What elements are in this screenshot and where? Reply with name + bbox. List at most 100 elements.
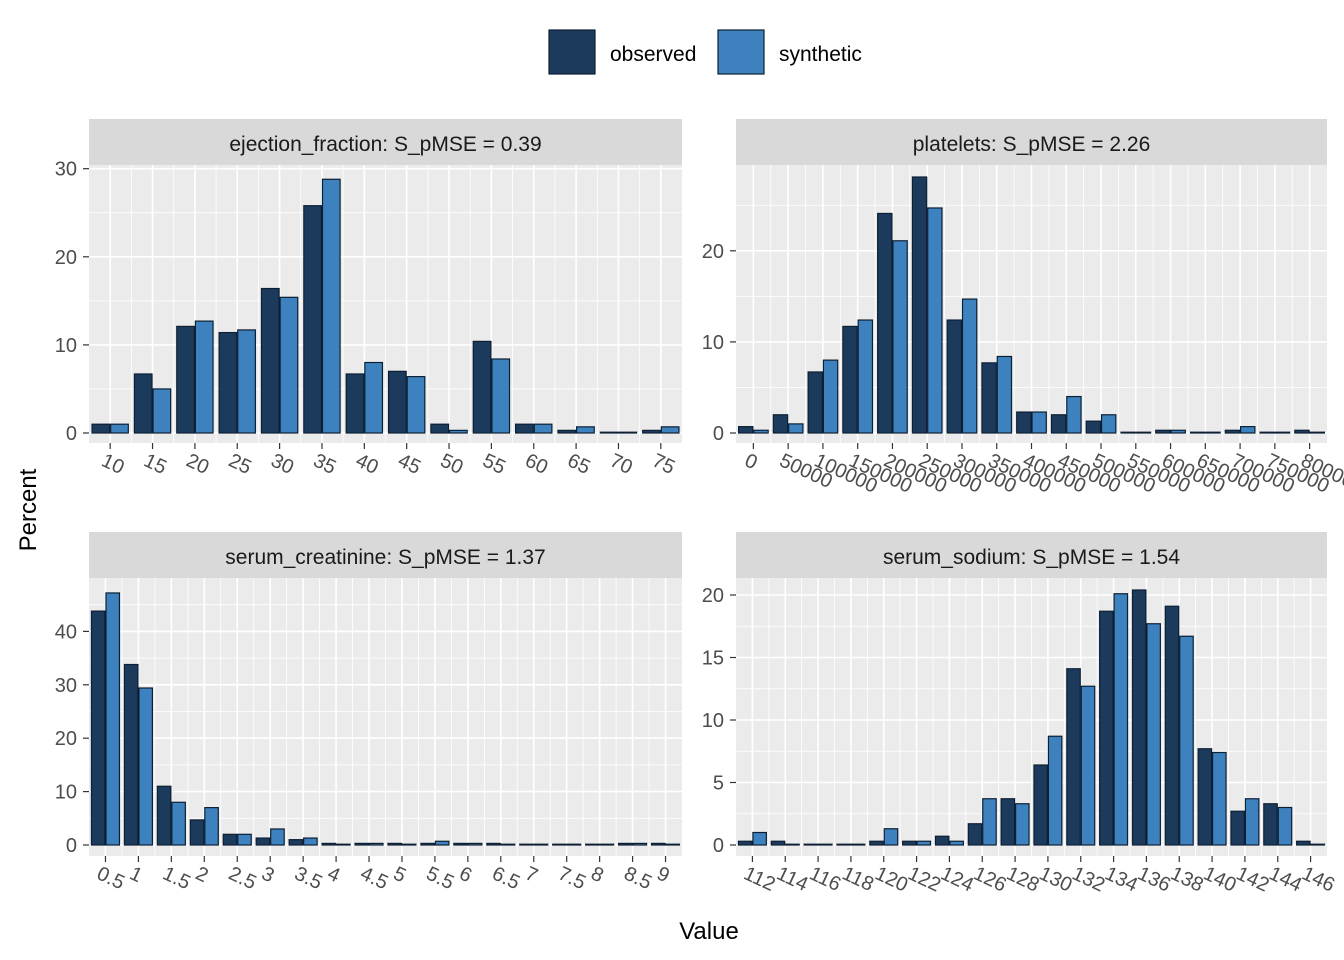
bar-observed-1	[123, 663, 139, 846]
x-tick-label: 8	[588, 863, 607, 888]
bar-synthetic-140	[1211, 751, 1227, 846]
x-tick-label: 116	[806, 863, 844, 896]
y-tick-label: 20	[702, 241, 724, 263]
facet-panel-3: serum_creatinine: S_pMSE = 1.37010203040…	[55, 532, 682, 894]
facet-panel-1: ejection_fraction: S_pMSE = 0.39 0 10 20 30 1…	[55, 119, 682, 479]
bar-observed-136	[1131, 589, 1147, 846]
bar-observed-100000	[807, 371, 824, 434]
x-axis-title: Value	[679, 918, 739, 945]
x-tick-label: 25	[225, 450, 254, 479]
bar-synthetic-75	[660, 426, 680, 434]
bar-observed-2.5	[222, 833, 238, 846]
bar-synthetic-120	[883, 828, 899, 846]
bar-observed-142	[1230, 810, 1246, 846]
y-tick-label: 0	[713, 423, 724, 445]
bar-synthetic-136	[1146, 623, 1161, 846]
bar-observed-140	[1197, 748, 1213, 846]
x-tick-label: 1	[126, 863, 145, 888]
x-tick-label: 0	[741, 450, 760, 475]
bar-synthetic-8	[599, 843, 615, 846]
x-tick-label: 146	[1298, 863, 1338, 897]
bar-observed-120	[869, 840, 884, 846]
bar-synthetic-112	[752, 831, 767, 846]
bar-observed-3	[255, 837, 271, 846]
x-tick-label: 45	[395, 450, 424, 479]
bar-observed-800000	[1294, 429, 1310, 434]
bar-observed-134	[1099, 610, 1114, 846]
bar-observed-0.5	[90, 610, 106, 846]
bar-observed-9	[650, 842, 666, 846]
bar-synthetic-15	[152, 388, 172, 434]
bar-synthetic-8.5	[632, 842, 648, 846]
facet-strip	[736, 532, 1327, 578]
bar-observed-200000	[877, 212, 893, 434]
bar-observed-112	[737, 840, 753, 846]
bar-observed-350000	[981, 362, 997, 434]
bar-synthetic-0	[753, 429, 769, 434]
bar-observed-5	[387, 842, 403, 846]
y-tick-label: 10	[702, 710, 724, 732]
legend-key-synthetic	[717, 29, 765, 75]
bar-observed-700000	[1224, 429, 1241, 434]
bar-observed-50	[430, 423, 450, 434]
bar-synthetic-40	[364, 361, 384, 434]
bar-observed-40	[345, 373, 365, 434]
bar-synthetic-138	[1179, 635, 1194, 846]
x-tick-label: 9	[653, 863, 672, 888]
x-tick-label: 15	[140, 450, 169, 479]
bar-observed-50000	[772, 414, 789, 434]
bar-synthetic-800000	[1309, 431, 1326, 434]
bar-synthetic-10	[110, 423, 129, 434]
bar-synthetic-146	[1310, 843, 1326, 846]
x-tick-label: 40	[352, 450, 381, 479]
x-tick-label: 7.5	[555, 863, 590, 895]
bar-synthetic-60	[533, 423, 553, 434]
bar-observed-114	[770, 840, 786, 846]
bar-observed-10	[91, 423, 111, 434]
facet-panel-4: serum_sodium: S_pMSE = 1.540510152011211…	[702, 532, 1338, 897]
y-tick-label: 0	[66, 423, 77, 445]
x-tick-label: 112	[740, 863, 778, 896]
facet-strip	[89, 119, 682, 165]
bar-observed-132	[1066, 668, 1081, 846]
y-tick-label: 40	[55, 621, 77, 643]
y-tick-label: 30	[55, 675, 77, 697]
y-tick-label: 0	[66, 835, 77, 857]
bar-synthetic-45	[406, 376, 426, 434]
x-tick-label: 114	[773, 863, 811, 896]
bar-synthetic-134	[1113, 593, 1129, 846]
x-tick-label: 7	[522, 863, 541, 888]
bar-synthetic-5	[401, 843, 417, 846]
legend-label-synthetic: synthetic	[779, 43, 862, 66]
bar-synthetic-650000	[1205, 431, 1221, 434]
facet-title: platelets: S_pMSE = 2.26	[913, 133, 1151, 156]
bar-observed-650000	[1189, 431, 1206, 434]
bar-synthetic-132	[1080, 685, 1096, 846]
x-tick-label: 6	[456, 863, 475, 888]
bar-synthetic-144	[1277, 806, 1293, 846]
bar-synthetic-750000	[1274, 431, 1291, 434]
x-tick-label: 35	[310, 450, 339, 479]
x-tick-label: 5.5	[423, 863, 458, 895]
x-tick-label: 4	[324, 863, 343, 888]
bar-synthetic-3	[270, 828, 285, 846]
bar-synthetic-118	[850, 843, 866, 846]
bar-observed-116	[803, 843, 819, 846]
x-tick-label: 8.5	[620, 863, 655, 895]
bar-synthetic-65	[576, 426, 595, 434]
bar-observed-138	[1164, 605, 1180, 846]
bar-observed-75	[642, 429, 661, 434]
x-tick-label: 118	[839, 863, 877, 896]
legend-key-observed	[548, 29, 596, 75]
legend-label-observed: observed	[610, 43, 696, 66]
bar-synthetic-1.5	[171, 801, 186, 846]
x-tick-label: 2.5	[225, 863, 260, 895]
bar-observed-600000	[1155, 429, 1171, 434]
bar-observed-0	[737, 426, 754, 434]
bar-observed-15	[133, 373, 153, 434]
y-tick-label: 30	[55, 159, 77, 181]
bar-observed-500000	[1085, 420, 1102, 434]
bar-synthetic-55	[491, 358, 511, 434]
bar-observed-400000	[1016, 411, 1032, 434]
